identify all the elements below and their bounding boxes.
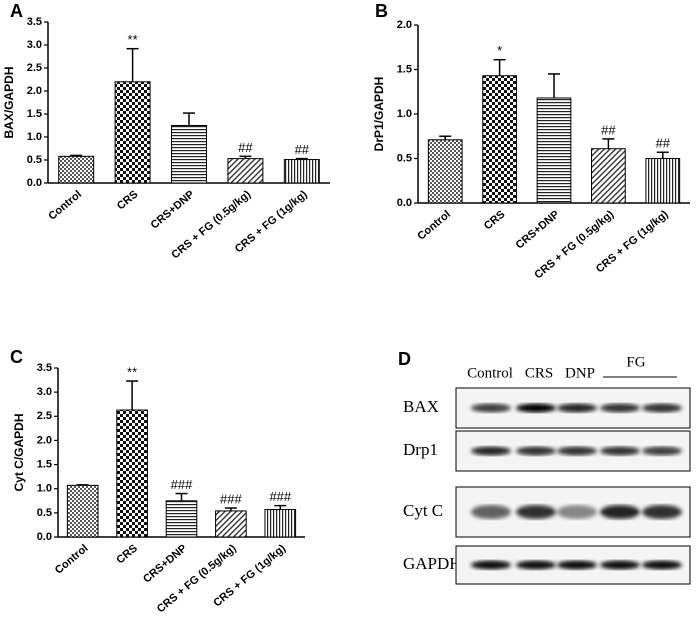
y-tick-label: 0.0 xyxy=(37,531,52,543)
x-tick-label: CRS xyxy=(114,542,140,566)
significance: ** xyxy=(127,364,137,379)
lane-label: DNP xyxy=(565,365,595,381)
y-tick-label: 1.5 xyxy=(37,458,52,470)
blot-band xyxy=(557,560,597,570)
row-label: Cyt C xyxy=(403,501,443,520)
bar xyxy=(116,409,148,538)
y-axis-title: BAX/GAPDH xyxy=(2,66,16,138)
panel-label: B xyxy=(375,1,388,21)
x-tick-label: Control xyxy=(53,542,91,576)
bar xyxy=(215,510,247,538)
significance: ## xyxy=(656,136,671,151)
blot-band xyxy=(516,560,556,570)
y-tick-label: 0.0 xyxy=(27,177,42,189)
y-axis-title: Cyt C/GAPDH xyxy=(12,413,26,491)
blot-band xyxy=(600,505,640,519)
bar xyxy=(165,500,198,538)
blot-band xyxy=(600,446,640,456)
panel-label: A xyxy=(10,1,23,21)
blot-band xyxy=(471,560,511,570)
y-tick-label: 0.5 xyxy=(37,507,52,519)
y-tick-label: 2.0 xyxy=(27,85,42,97)
lane-label: Control xyxy=(467,365,513,381)
y-tick-label: 2.0 xyxy=(37,434,52,446)
blot-band xyxy=(471,505,511,519)
blot-band xyxy=(600,403,640,413)
y-tick-label: 0.5 xyxy=(27,154,42,166)
bar xyxy=(536,97,572,204)
bar xyxy=(591,148,626,204)
blot-band xyxy=(642,446,682,456)
significance: ### xyxy=(171,477,193,492)
y-tick-label: 3.5 xyxy=(37,362,52,374)
significance: ### xyxy=(269,489,291,504)
bar xyxy=(171,125,207,184)
bar xyxy=(114,81,151,184)
y-tick-label: 0.0 xyxy=(397,197,412,209)
panel-label: D xyxy=(398,349,411,369)
x-tick-label: CRS+DNP xyxy=(149,188,197,231)
bar xyxy=(482,75,517,204)
y-tick-label: 1.0 xyxy=(397,108,412,120)
blot-band xyxy=(642,560,682,570)
bar xyxy=(427,139,463,204)
group-label: FG xyxy=(626,354,645,370)
blot-band xyxy=(557,403,597,413)
y-tick-label: 1.5 xyxy=(397,63,412,75)
x-tick-label: CRS xyxy=(115,188,141,212)
row-label: Drp1 xyxy=(403,440,438,459)
row-label: BAX xyxy=(403,397,439,416)
y-tick-label: 1.0 xyxy=(27,131,42,143)
x-tick-label: CRS+DNP xyxy=(141,542,189,585)
row-label: GAPDH xyxy=(403,554,462,573)
x-tick-label: CRS xyxy=(482,208,508,232)
y-tick-label: 2.0 xyxy=(397,19,412,31)
blot-band xyxy=(642,505,682,519)
y-tick-label: 3.5 xyxy=(27,16,42,28)
significance: ### xyxy=(220,491,242,506)
bar xyxy=(227,158,264,184)
x-tick-label: Control xyxy=(415,208,453,242)
y-tick-label: 3.0 xyxy=(37,386,52,398)
bar xyxy=(645,158,681,204)
bar xyxy=(66,484,99,538)
x-tick-label: Control xyxy=(46,188,84,222)
y-tick-label: 3.0 xyxy=(27,39,42,51)
bar xyxy=(283,159,320,184)
blot-band xyxy=(557,446,597,456)
blot-band xyxy=(557,505,597,519)
significance: ## xyxy=(601,122,616,137)
blot-band xyxy=(516,505,556,519)
significance: * xyxy=(497,43,502,58)
bar xyxy=(264,508,297,538)
bar xyxy=(58,155,95,184)
blot-band xyxy=(471,446,511,456)
y-tick-label: 0.5 xyxy=(397,152,412,164)
significance: ** xyxy=(128,32,138,47)
y-tick-label: 1.5 xyxy=(27,108,42,120)
significance: ## xyxy=(295,142,310,157)
x-tick-label: CRS+DNP xyxy=(514,208,562,251)
blot-band xyxy=(642,403,682,413)
y-tick-label: 2.5 xyxy=(27,62,42,74)
blot-band xyxy=(471,403,511,413)
lane-label: CRS xyxy=(525,365,553,381)
panel-label: C xyxy=(10,347,23,367)
blot-band xyxy=(600,560,640,570)
y-tick-label: 2.5 xyxy=(37,410,52,422)
blot-band xyxy=(516,403,556,413)
blot-band xyxy=(516,446,556,456)
significance: ## xyxy=(238,140,253,155)
y-axis-title: DrP1/GAPDH xyxy=(372,77,386,152)
y-tick-label: 1.0 xyxy=(37,483,52,495)
